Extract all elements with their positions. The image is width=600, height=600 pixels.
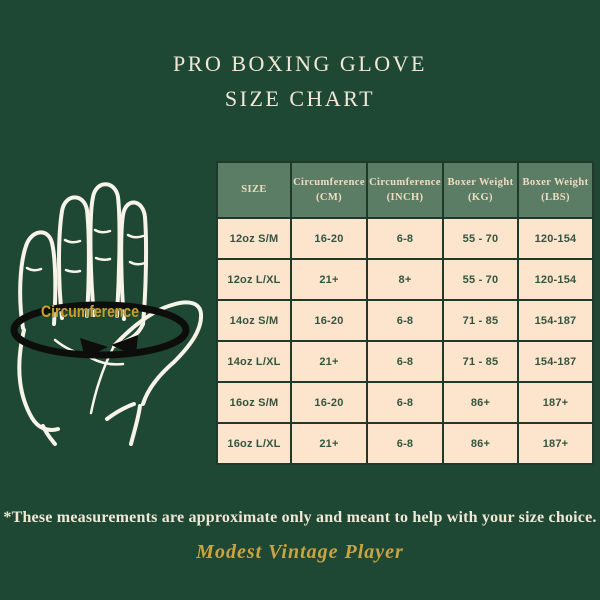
- table-cell: 71 - 85: [442, 299, 519, 342]
- table-cell: 6-8: [366, 381, 444, 424]
- table-row: 12oz S/M 16-20 6-8 55 - 70 120-154: [216, 217, 594, 260]
- table-cell: 12oz S/M: [216, 217, 292, 260]
- table-cell: 14oz S/M: [216, 299, 292, 342]
- col-header-weight-kg: Boxer Weight (KG): [442, 161, 519, 219]
- table-cell: 21+: [290, 422, 368, 465]
- table-cell: 71 - 85: [442, 340, 519, 383]
- col-header-circumference-inch: Circumference (INCH): [366, 161, 444, 219]
- table-cell: 6-8: [366, 422, 444, 465]
- table-cell: 6-8: [366, 340, 444, 383]
- table-cell: 21+: [290, 340, 368, 383]
- table-cell: 154-187: [517, 340, 594, 383]
- table-cell: 16oz S/M: [216, 381, 292, 424]
- page-title-line2: SIZE CHART: [224, 86, 376, 111]
- table-cell: 86+: [442, 422, 519, 465]
- table-row: 16oz S/M 16-20 6-8 86+ 187+: [216, 381, 594, 424]
- disclaimer-note: *These measurements are approximate only…: [3, 509, 597, 526]
- table-cell: 16-20: [290, 217, 368, 260]
- table-cell: 55 - 70: [442, 258, 519, 301]
- table-cell: 8+: [366, 258, 444, 301]
- hand-illustration: Circumference: [10, 182, 204, 446]
- table-cell: 14oz L/XL: [216, 340, 292, 383]
- brand-signature: Modest Vintage Player: [196, 541, 404, 563]
- table-cell: 187+: [517, 381, 594, 424]
- table-cell: 86+: [442, 381, 519, 424]
- page-title: PRO BOXING GLOVE SIZE CHART: [0, 46, 600, 116]
- table-cell: 120-154: [517, 217, 594, 260]
- table-cell: 16-20: [290, 381, 368, 424]
- table-cell: 6-8: [366, 217, 444, 260]
- table-cell: 16-20: [290, 299, 368, 342]
- table-row: 14oz L/XL 21+ 6-8 71 - 85 154-187: [216, 340, 594, 383]
- table-cell: 16oz L/XL: [216, 422, 292, 465]
- table-cell: 12oz L/XL: [216, 258, 292, 301]
- table-cell: 55 - 70: [442, 217, 519, 260]
- page-title-line1: PRO BOXING GLOVE: [173, 51, 427, 76]
- hand-crease-lines: [25, 228, 147, 415]
- table-header-row: SIZE Circumference (CM) Circumference (INC…: [216, 161, 594, 219]
- circumference-arrow-icon: [10, 301, 190, 359]
- table-row: 16oz L/XL 21+ 6-8 86+ 187+: [216, 422, 594, 465]
- table-cell: 120-154: [517, 258, 594, 301]
- table-cell: 154-187: [517, 299, 594, 342]
- table-row: 14oz S/M 16-20 6-8 71 - 85 154-187: [216, 299, 594, 342]
- table-row: 12oz L/XL 21+ 8+ 55 - 70 120-154: [216, 258, 594, 301]
- col-header-size: SIZE: [216, 161, 292, 219]
- table-cell: 187+: [517, 422, 594, 465]
- circumference-label: Circumference: [41, 302, 139, 321]
- table-cell: 6-8: [366, 299, 444, 342]
- col-header-weight-lbs: Boxer Weight (LBS): [517, 161, 594, 219]
- col-header-circumference-cm: Circumference (CM): [290, 161, 368, 219]
- table-cell: 21+: [290, 258, 368, 301]
- size-table: SIZE Circumference (CM) Circumference (INC…: [216, 161, 594, 465]
